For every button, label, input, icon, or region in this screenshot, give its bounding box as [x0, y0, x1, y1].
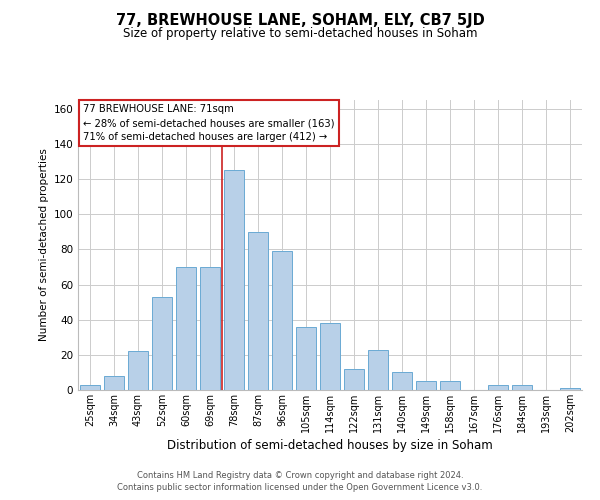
Text: 77 BREWHOUSE LANE: 71sqm
← 28% of semi-detached houses are smaller (163)
71% of : 77 BREWHOUSE LANE: 71sqm ← 28% of semi-d…: [83, 104, 335, 142]
Text: 77, BREWHOUSE LANE, SOHAM, ELY, CB7 5JD: 77, BREWHOUSE LANE, SOHAM, ELY, CB7 5JD: [116, 12, 484, 28]
Bar: [344, 369, 364, 390]
Bar: [512, 384, 532, 390]
Bar: [392, 372, 412, 390]
Bar: [560, 388, 580, 390]
Bar: [296, 326, 316, 390]
Bar: [176, 267, 196, 390]
Bar: [320, 323, 340, 390]
Text: Contains HM Land Registry data © Crown copyright and database right 2024.
Contai: Contains HM Land Registry data © Crown c…: [118, 471, 482, 492]
Bar: [224, 170, 244, 390]
Bar: [416, 381, 436, 390]
Bar: [80, 384, 100, 390]
Bar: [368, 350, 388, 390]
X-axis label: Distribution of semi-detached houses by size in Soham: Distribution of semi-detached houses by …: [167, 439, 493, 452]
Bar: [200, 267, 220, 390]
Bar: [104, 376, 124, 390]
Bar: [440, 381, 460, 390]
Bar: [488, 384, 508, 390]
Bar: [272, 251, 292, 390]
Bar: [248, 232, 268, 390]
Y-axis label: Number of semi-detached properties: Number of semi-detached properties: [39, 148, 49, 342]
Bar: [128, 352, 148, 390]
Text: Size of property relative to semi-detached houses in Soham: Size of property relative to semi-detach…: [123, 28, 477, 40]
Bar: [152, 297, 172, 390]
